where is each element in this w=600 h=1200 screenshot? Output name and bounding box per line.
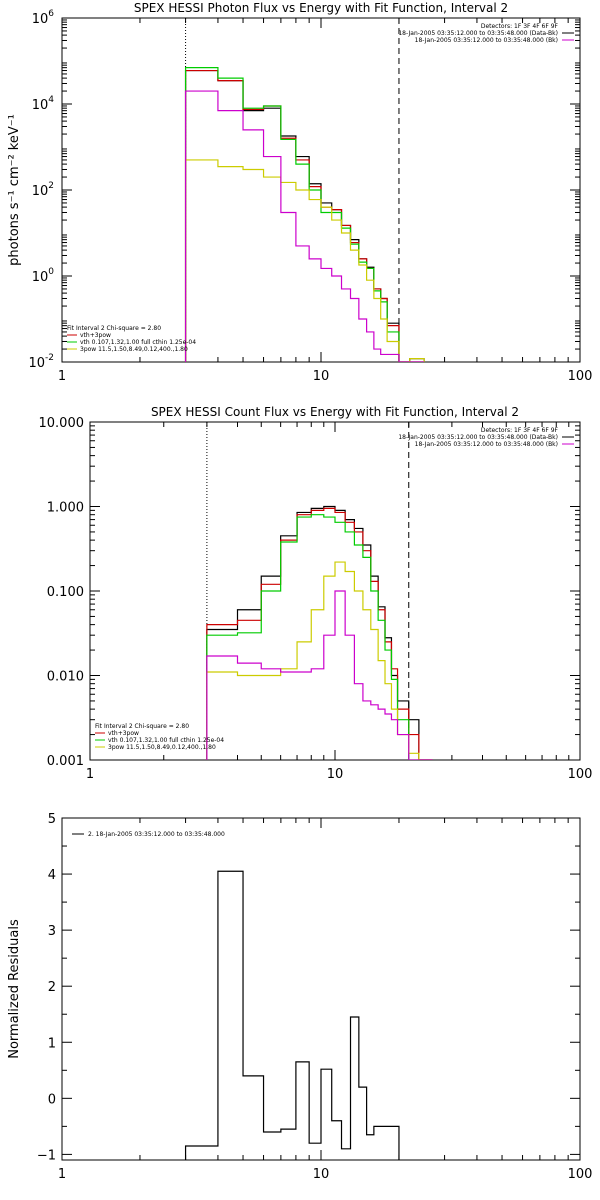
chart-title: SPEX HESSI Count Flux vs Energy with Fit… — [151, 405, 519, 419]
legend-label-0: vth+3pow — [108, 730, 139, 737]
chart-title: SPEX HESSI Photon Flux vs Energy with Fi… — [134, 1, 508, 15]
y-tick-label: 1.000 — [47, 501, 84, 516]
x-tick-label: 100 — [568, 369, 593, 384]
x-tick-label: 100 — [568, 1167, 593, 1182]
series-line-4 — [206, 590, 433, 760]
info-line-0: Detectors: 1F 3F 4F 6F 9F — [481, 23, 559, 30]
y-tick-label: 5 — [48, 812, 56, 827]
y-tick-base: 10 — [32, 98, 49, 113]
y-tick-base: 10 — [28, 356, 45, 371]
count-flux-panel: 1 10 100 0.001 0.010 0.100 1.000 10.000 SPEX HES… — [39, 405, 593, 782]
y-tick-label: 1 — [48, 1036, 56, 1051]
y-tick-label: 104 — [32, 95, 55, 113]
y-tick-label: 102 — [32, 181, 54, 199]
residuals-panel: 1 10 100 −1 0 1 2 3 4 5 Normalized Residuals 2. 18-… — [7, 812, 592, 1182]
series-line-0 — [184, 69, 425, 362]
legend-header: Fit Interval 2 Chi-square = 2.80 — [67, 325, 161, 332]
info-line-2: 18-Jan-2005 03:35:12.000 to 03:35:48.000… — [415, 37, 558, 44]
series-line-0 — [184, 870, 400, 1160]
y-tick-base: 10 — [32, 184, 49, 199]
legend-label-2: 3pow 11.5,1.50,8.49,0.12,400.,1.80 — [80, 346, 188, 353]
y-tick-label: 106 — [32, 9, 55, 27]
series-group — [184, 67, 425, 362]
y-tick-exponent: 2 — [48, 181, 54, 191]
y-axis-label: Normalized Residuals — [7, 919, 22, 1059]
series-line-2 — [184, 67, 425, 362]
x-tick-label: 1 — [58, 1167, 66, 1182]
series-line-3 — [206, 561, 433, 760]
legend-label-0: vth+3pow — [80, 332, 111, 339]
series-line-2 — [206, 514, 433, 760]
x-tick-label: 10 — [327, 767, 344, 782]
info-line-1: 18-Jan-2005 03:35:12.000 to 03:35:48.000… — [398, 30, 558, 37]
y-tick-exponent: 4 — [48, 95, 54, 105]
y-axis-label: photons s⁻¹ cm⁻² keV⁻¹ — [7, 114, 22, 266]
y-tick-label: 3 — [48, 924, 56, 939]
y-tick-label: 10.000 — [39, 416, 85, 431]
y-tick-label: 2 — [48, 980, 56, 995]
y-tick-label: 0.001 — [47, 754, 84, 769]
series-line-1 — [184, 69, 425, 362]
x-tick-label: 10 — [313, 369, 330, 384]
y-tick-label: 0.100 — [47, 585, 84, 600]
series-line-4 — [184, 90, 425, 362]
y-tick-label: −1 — [37, 1148, 56, 1163]
y-tick-exponent: 6 — [48, 9, 54, 19]
y-tick-exponent: 0 — [48, 267, 54, 277]
legend-label-1: vth 0.107,1.32,1.00 full cthin 1.25e-04 — [80, 339, 196, 346]
y-tick-label: 4 — [48, 868, 56, 883]
legend-label-0: 2. 18-Jan-2005 03:35:12.000 to 03:35:48.… — [88, 831, 225, 838]
x-tick-label: 10 — [313, 1167, 330, 1182]
x-tick-label: 1 — [86, 767, 94, 782]
legend-label-2: 3pow 11.5,1.50,8.49,0.12,400.,1.80 — [108, 744, 216, 751]
series-group — [206, 505, 433, 760]
series-line-1 — [206, 507, 433, 760]
info-line-2: 18-Jan-2005 03:35:12.000 to 03:35:48.000… — [415, 441, 558, 448]
y-tick-exponent: -2 — [45, 353, 54, 363]
series-line-3 — [184, 159, 425, 362]
y-tick-label: 0 — [48, 1092, 56, 1107]
legend-header: Fit Interval 2 Chi-square = 2.80 — [95, 723, 189, 730]
y-tick-label: 100 — [32, 267, 55, 285]
y-tick-base: 10 — [32, 270, 49, 285]
x-tick-label: 1 — [58, 369, 66, 384]
series-group — [184, 870, 400, 1160]
info-line-0: Detectors: 1F 3F 4F 6F 9F — [481, 427, 559, 434]
y-tick-label: 0.010 — [47, 670, 84, 685]
legend-label-1: vth 0.107,1.32,1.00 full cthin 1.25e-04 — [108, 737, 224, 744]
info-line-1: 18-Jan-2005 03:35:12.000 to 03:35:48.000… — [398, 434, 558, 441]
y-tick-base: 10 — [32, 12, 49, 27]
y-tick-label: 10-2 — [28, 353, 54, 371]
x-tick-label: 100 — [568, 767, 593, 782]
